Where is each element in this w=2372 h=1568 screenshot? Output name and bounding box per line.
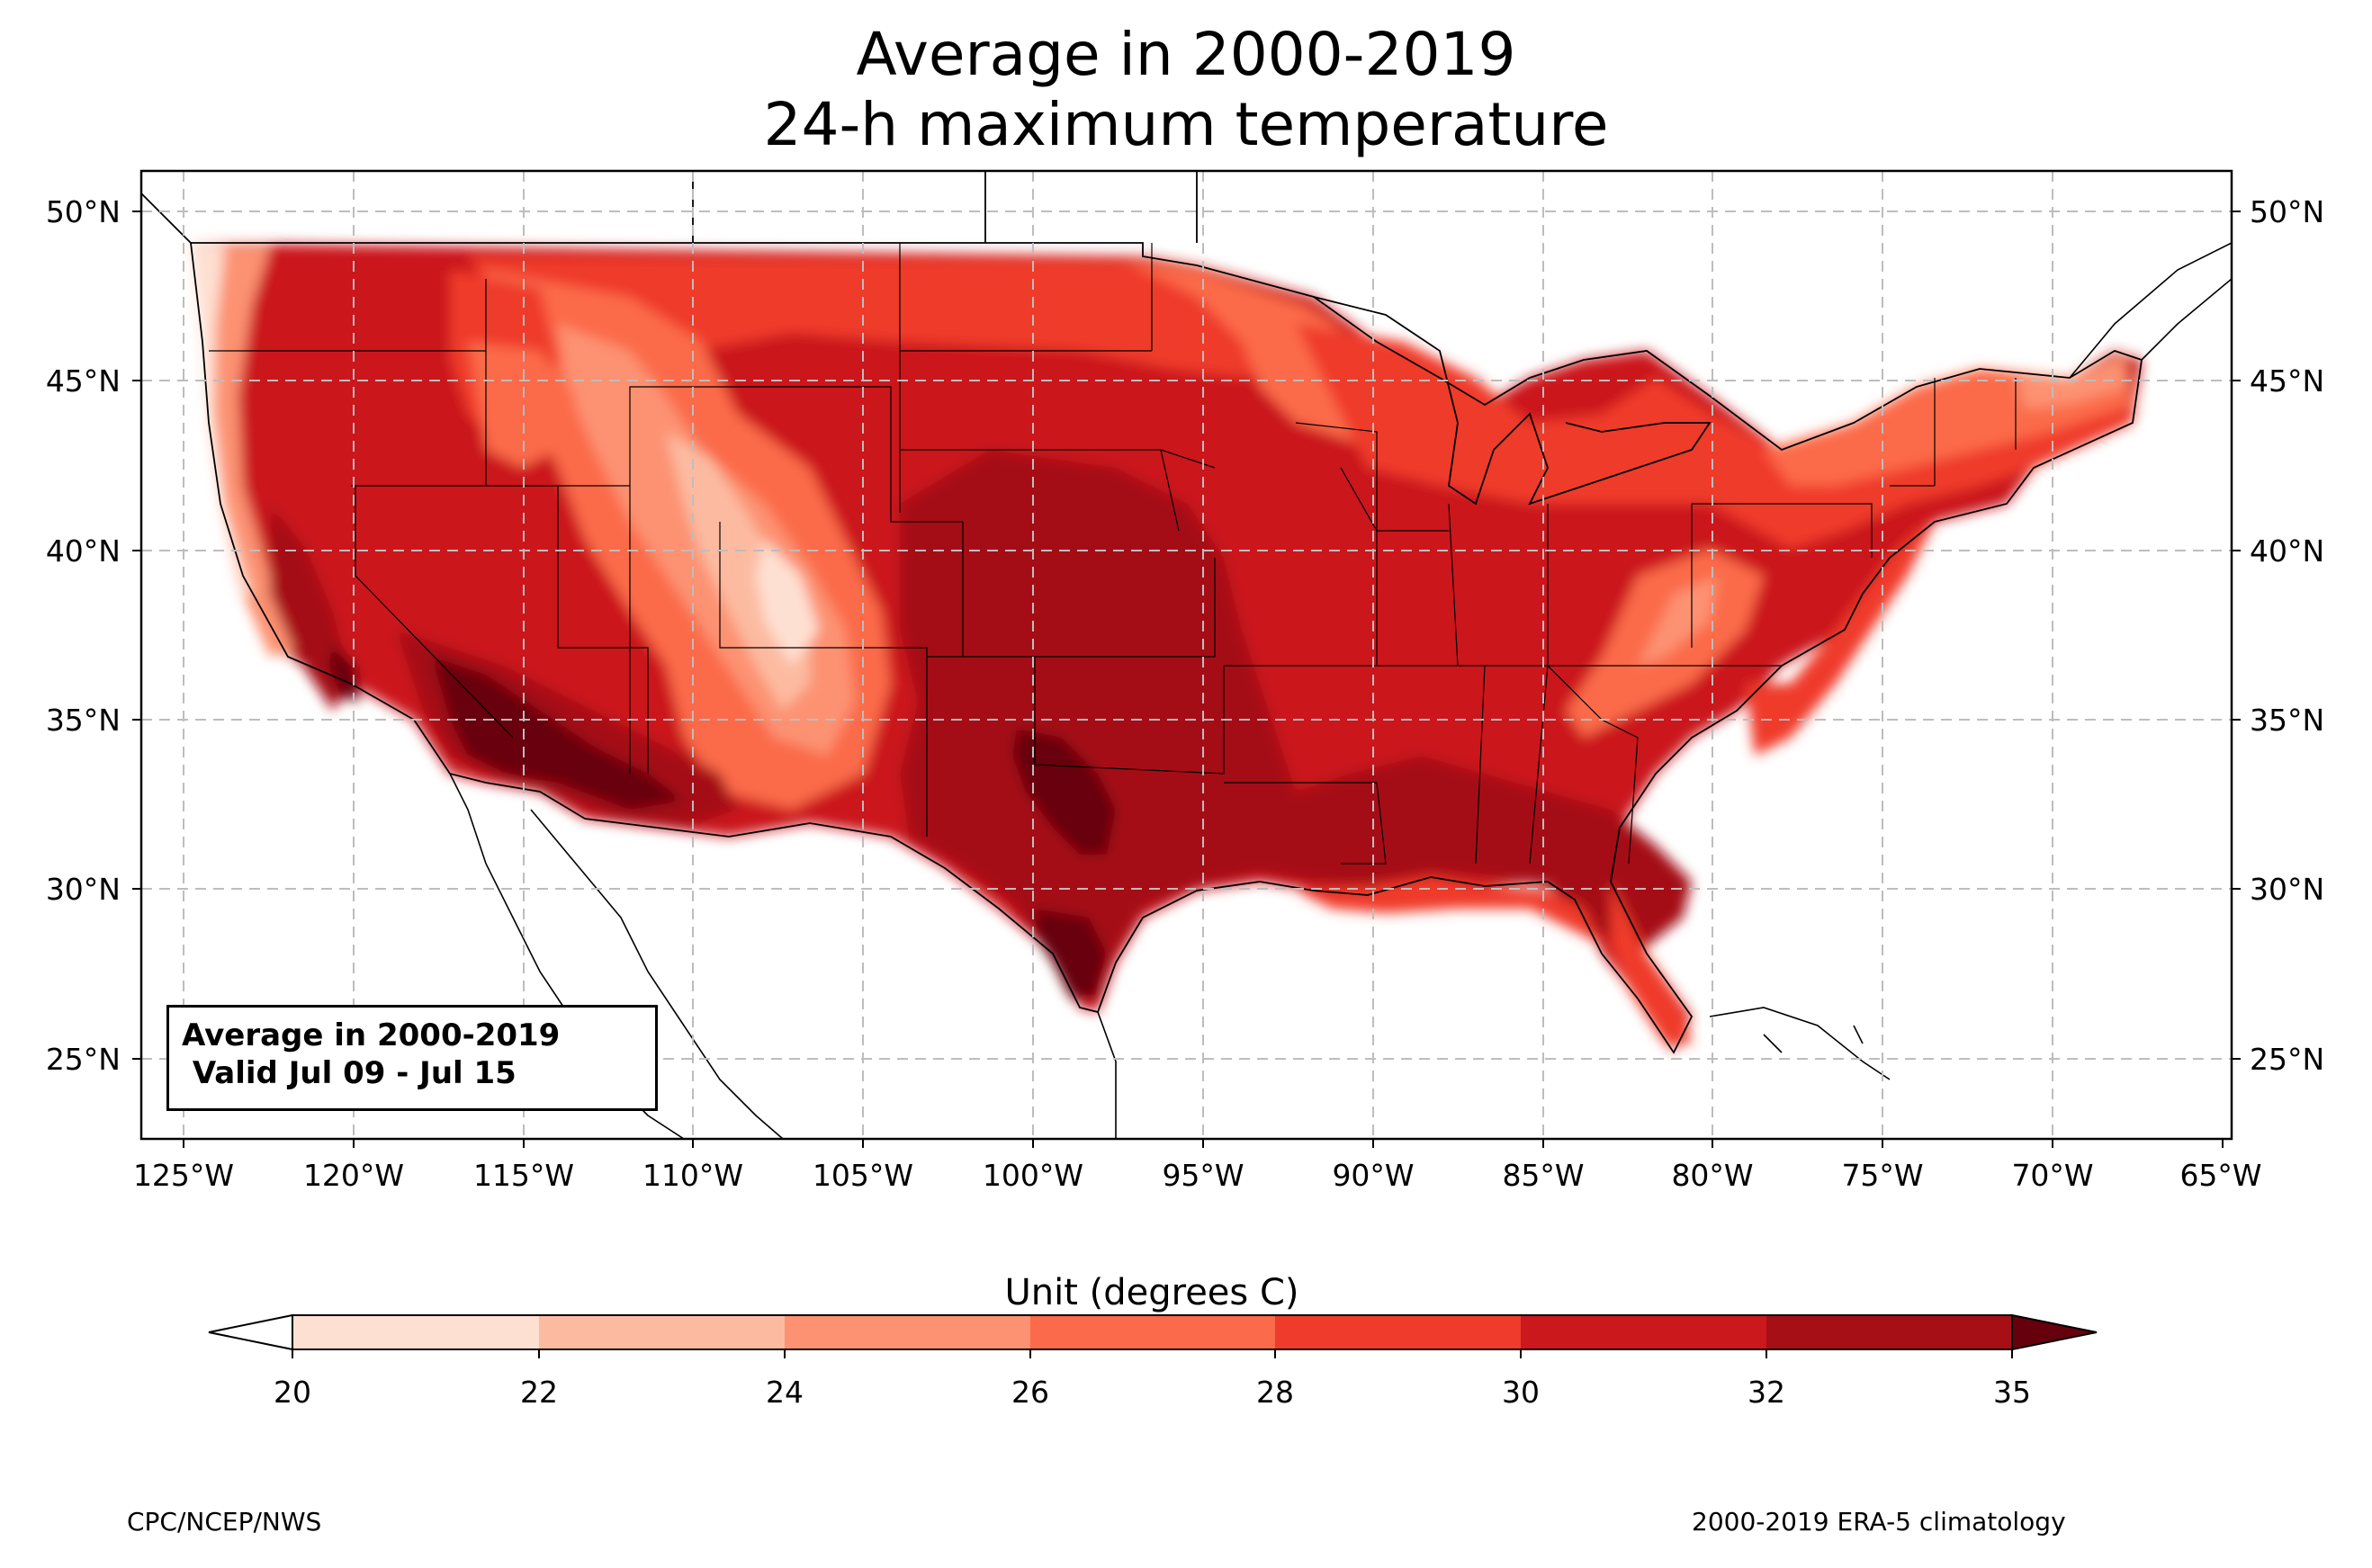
colorbar-tick: 20 <box>274 1375 311 1410</box>
lon-tick-marks <box>132 211 2241 1148</box>
lon-tick: 85°W <box>1502 1158 1584 1193</box>
colorbar-tick: 35 <box>1993 1375 2031 1410</box>
pacific-coolest-band <box>191 243 252 594</box>
boundaries <box>141 171 2143 1054</box>
lon-tick: 100°W <box>983 1158 1083 1193</box>
colorbar-tick: 32 <box>1748 1375 1785 1410</box>
cuba-coast <box>1709 1007 1891 1080</box>
colorbar-bin <box>292 1315 539 1349</box>
map-area <box>141 171 2232 1139</box>
great-lakes-cool <box>1296 324 2133 549</box>
desert-sw-35 <box>432 657 684 810</box>
idaho-26 <box>468 342 576 468</box>
lon-tick: 80°W <box>1671 1158 1753 1193</box>
lat-tick: 30°N <box>46 872 121 907</box>
central-valley-35 <box>328 643 360 702</box>
info-box: Average in 2000-2019 Valid Jul 09 - Jul … <box>166 1005 658 1111</box>
lat-tick: 40°N <box>2250 533 2324 569</box>
colorbar-over-triangle <box>2011 1313 2098 1351</box>
rockies-20 <box>756 540 819 666</box>
info-box-line-2: Valid Jul 09 - Jul 15 <box>182 1055 517 1091</box>
rockies-22 <box>666 432 810 711</box>
chart-title: Average in 2000-2019 24-h maximum temper… <box>0 20 2372 160</box>
lat-tick: 40°N <box>46 533 121 569</box>
lon-tick: 115°W <box>473 1158 574 1193</box>
lat-tick: 45°N <box>46 363 121 399</box>
lat-tick: 50°N <box>2250 194 2324 229</box>
colorbar-tick: 24 <box>766 1375 804 1410</box>
lon-tick: 90°W <box>1332 1158 1414 1193</box>
colorbar-bin <box>539 1315 785 1349</box>
colorbar-bin <box>1275 1315 1521 1349</box>
colorbar-title: Unit (degrees C) <box>1004 1272 1298 1313</box>
colorbar-bin <box>1766 1315 2012 1349</box>
lon-tick: 95°W <box>1162 1158 1244 1193</box>
new-england-coolest <box>2016 355 2128 409</box>
mexico-gulf-coast <box>1097 1011 1117 1139</box>
colorbar-bin <box>1030 1315 1275 1349</box>
lat-tick: 25°N <box>46 1042 121 1077</box>
pacific-cool-band <box>191 243 306 657</box>
colorbar-tick-labels: 20 22 24 26 28 30 32 35 <box>274 1375 2031 1410</box>
lon-tick: 110°W <box>642 1158 743 1193</box>
lat-tick: 35°N <box>46 703 121 738</box>
gridlines <box>141 171 2232 1139</box>
atlantic-coast-28 <box>1746 522 1935 756</box>
footer-source: CPC/NCEP/NWS <box>127 1507 322 1537</box>
lat-tick-labels-left: 25°N 30°N 35°N 40°N 45°N 50°N <box>46 194 121 1077</box>
canada-coast-east <box>2069 242 2232 379</box>
conus-outline <box>189 242 2143 1054</box>
mexico-mainland-coast <box>530 809 784 1139</box>
colorbar-tick: 22 <box>520 1375 558 1410</box>
lon-tick: 70°W <box>2011 1158 2093 1193</box>
south-texas-35 <box>1035 909 1107 999</box>
lat-tick-labels-right: 25°N 30°N 35°N 40°N 45°N 50°N <box>2250 194 2324 1077</box>
bahamas <box>1763 1025 1864 1053</box>
lat-tick: 30°N <box>2250 872 2324 907</box>
plains-32 <box>900 450 1692 999</box>
lon-tick: 75°W <box>1841 1158 1923 1193</box>
great-lakes <box>1313 296 1712 506</box>
lat-tick: 25°N <box>2250 1042 2324 1077</box>
colorbar-bin <box>1521 1315 1766 1349</box>
lon-tick: 125°W <box>133 1158 234 1193</box>
lat-tick: 50°N <box>46 194 121 229</box>
texas-35 <box>1012 729 1116 855</box>
colorbar-bin <box>785 1315 1030 1349</box>
lat-tick: 35°N <box>2250 703 2324 738</box>
lon-tick: 120°W <box>303 1158 404 1193</box>
map-frame <box>139 169 2233 1141</box>
title-line-2: 24-h maximum temperature <box>763 90 1609 159</box>
lat-tick: 45°N <box>2250 363 2324 399</box>
colorbar-tick: 28 <box>1256 1375 1294 1410</box>
colorbar-frame <box>292 1314 2013 1350</box>
colorbar-tick: 26 <box>1011 1375 1049 1410</box>
colorbar-tick: 30 <box>1502 1375 1540 1410</box>
colorbar: Unit (degrees C) 20 22 24 26 28 30 32 35 <box>208 1272 2098 1410</box>
state-lines <box>209 243 2017 865</box>
colorbar-tick-marks <box>292 1349 2013 1358</box>
info-box-line-1: Average in 2000-2019 <box>182 1017 561 1053</box>
colorbar-under-triangle <box>208 1313 293 1351</box>
lon-tick: 65°W <box>2179 1158 2261 1193</box>
lon-tick-labels: 125°W 120°W 115°W 110°W 105°W 100°W 95°W… <box>133 1158 2262 1193</box>
title-line-1: Average in 2000-2019 <box>856 20 1516 89</box>
footer-dataset: 2000-2019 ERA-5 climatology <box>1692 1507 2066 1537</box>
appalachian-coolest <box>1638 576 1719 666</box>
lon-tick: 105°W <box>813 1158 913 1193</box>
